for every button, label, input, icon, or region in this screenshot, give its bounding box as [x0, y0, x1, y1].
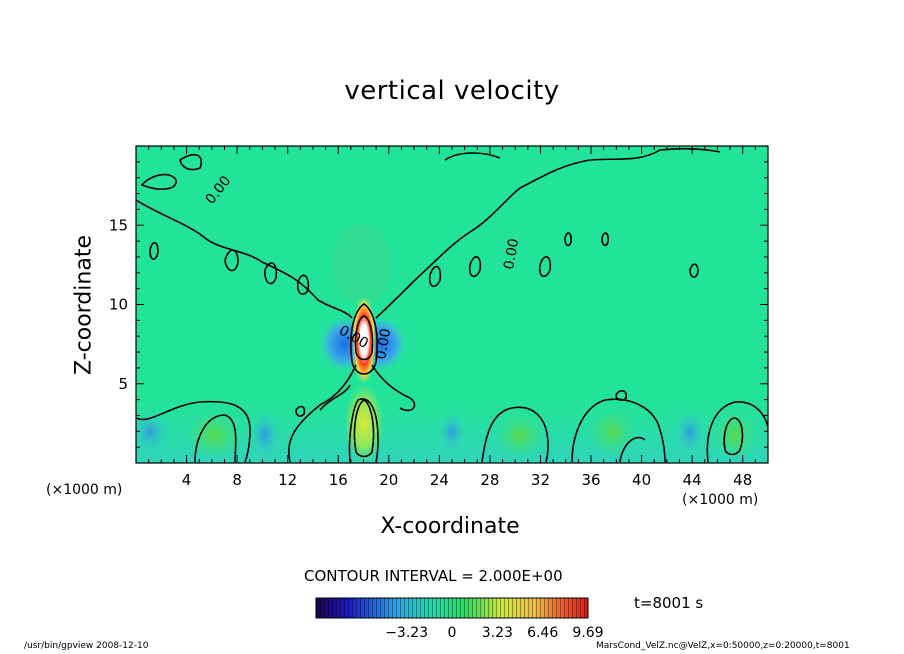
y-tick-label: 15: [109, 216, 128, 234]
colorbar-ticks: −3.23 0 3.23 6.46 9.69: [385, 625, 603, 641]
contour-line: [350, 303, 378, 375]
contour-line: [564, 232, 572, 247]
x-tick-label: 12: [278, 471, 297, 489]
contour-line: [179, 153, 202, 171]
x-tick-label: 20: [379, 471, 398, 489]
cool-cell: [674, 410, 706, 454]
time-label: t=8001 s: [634, 594, 704, 612]
contour-line: [723, 417, 744, 456]
contour-line: [538, 256, 552, 278]
cool-cell: [249, 411, 281, 459]
y-tick-label: 10: [109, 296, 128, 314]
x-axis: 4 8 12 16 20 24 28 32 36 40 44 48: [148, 146, 756, 489]
contour-line: [371, 364, 416, 412]
contour-line: [468, 256, 482, 278]
x-tick-label: 8: [232, 471, 242, 489]
contour-lines: [136, 147, 768, 463]
contour-line: [319, 384, 351, 411]
footer-command: /usr/bin/gpview 2008-12-10: [24, 641, 149, 651]
contour-line: [619, 436, 646, 463]
x-tick-label: 36: [581, 471, 600, 489]
contour-line: [296, 274, 310, 295]
contour-line: [353, 399, 375, 458]
contour-line: [140, 173, 177, 190]
contour-line: [136, 199, 353, 319]
colorbar-tick-label: 9.69: [572, 625, 603, 641]
x-tick-label: 48: [733, 471, 752, 489]
x-axis-unit-right: (×1000 m): [682, 492, 759, 508]
footer-source: MarsCond_VelZ.nc@VelZ,x=0:50000,z=0:2000…: [596, 641, 850, 651]
x-tick-label: 40: [632, 471, 651, 489]
colorbar-tick-label: 3.23: [482, 625, 513, 641]
contour-line: [348, 398, 379, 463]
x-tick-label: 16: [329, 471, 348, 489]
contour-line: [354, 315, 374, 361]
contour-line: [194, 414, 237, 463]
cool-cell: [438, 412, 466, 452]
warm-cell: [711, 409, 759, 461]
cool-cell: [136, 410, 170, 454]
contour-line: [264, 262, 278, 285]
x-tick-label: 44: [683, 471, 702, 489]
warm-cell: [184, 409, 244, 461]
colorbar-tick-label: −3.23: [385, 625, 428, 641]
colorbar-tick-label: 6.46: [527, 625, 558, 641]
contour-line: [689, 263, 699, 278]
updraft-core: [352, 296, 376, 384]
colorbar-tick-label: 0: [448, 625, 457, 641]
x-axis-unit-left: (×1000 m): [46, 482, 123, 498]
x-tick-label: 24: [430, 471, 449, 489]
contour-line: [136, 400, 251, 463]
contour-line: [706, 401, 768, 463]
contour-line: [601, 232, 609, 247]
contour-line: [375, 147, 721, 319]
contour-line: [481, 406, 549, 463]
x-axis-label: X-coordinate: [380, 514, 520, 539]
contour-line: [615, 389, 628, 401]
contour-line: [428, 265, 442, 288]
x-tick-label: 32: [531, 471, 550, 489]
contour-line: [295, 405, 306, 417]
chart-title: vertical velocity: [344, 76, 560, 106]
contour-interval-label: CONTOUR INTERVAL = 2.000E+00: [304, 567, 563, 585]
warm-cell: [494, 411, 546, 459]
colorbar-frame: [315, 597, 589, 619]
plume-halo: [332, 224, 392, 304]
y-tick-label: 5: [118, 375, 128, 393]
x-tick-label: 4: [182, 471, 192, 489]
contour-line: [571, 398, 666, 463]
x-tick-label: 28: [480, 471, 499, 489]
contour-line: [224, 249, 239, 272]
contour-line: [288, 364, 357, 463]
contour-line: [444, 152, 501, 161]
y-axis: 5 10 15: [109, 161, 768, 448]
contour-line: [149, 241, 159, 261]
colorbar-stripes: [316, 598, 588, 618]
contour-label: 0.00: [501, 237, 522, 270]
warm-cell: [588, 408, 636, 456]
contour-label: 0.00: [373, 327, 394, 360]
